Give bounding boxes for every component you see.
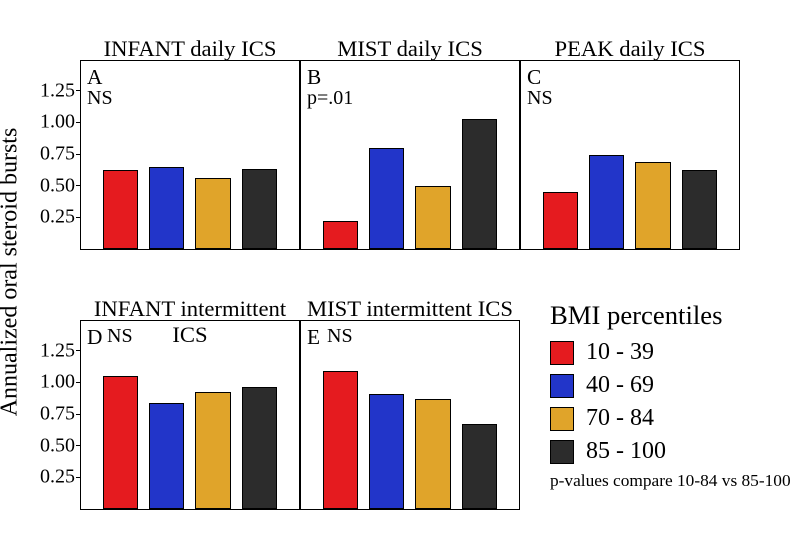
ytick-mark bbox=[76, 90, 81, 91]
bar bbox=[103, 376, 138, 509]
panel-title: MIST intermittent ICS bbox=[300, 296, 520, 322]
ytick-label: 1.25 bbox=[40, 339, 75, 362]
bar bbox=[415, 399, 450, 509]
ytick-label: 1.00 bbox=[40, 111, 75, 134]
ytick-mark bbox=[76, 382, 81, 383]
legend-swatch bbox=[550, 440, 574, 464]
bar bbox=[369, 394, 404, 509]
bar bbox=[103, 170, 138, 249]
ytick-mark bbox=[76, 122, 81, 123]
legend-swatch bbox=[550, 374, 574, 398]
bar bbox=[323, 371, 358, 509]
legend-label: 70 - 84 bbox=[586, 405, 654, 432]
ytick-mark bbox=[76, 154, 81, 155]
ytick-mark bbox=[76, 445, 81, 446]
panel-title: PEAK daily ICS bbox=[520, 36, 740, 62]
ytick-label: 1.25 bbox=[40, 79, 75, 102]
legend-item: 70 - 84 bbox=[550, 405, 791, 432]
panel-significance-note: NS bbox=[87, 87, 113, 110]
bar bbox=[323, 221, 358, 249]
bar bbox=[635, 162, 670, 249]
bar bbox=[543, 192, 578, 249]
ytick-mark bbox=[76, 217, 81, 218]
bar bbox=[242, 169, 277, 249]
ytick-mark bbox=[76, 350, 81, 351]
bar bbox=[369, 148, 404, 249]
legend-item: 85 - 100 bbox=[550, 438, 791, 465]
panel-significance-note: NS bbox=[107, 325, 133, 348]
chart-panel: ANS0.250.500.751.001.25 bbox=[80, 60, 300, 250]
y-axis-label: Annualized oral steroid bursts bbox=[0, 128, 24, 417]
legend: BMI percentiles 10 - 39 40 - 69 70 - 84 85 -… bbox=[550, 300, 791, 491]
bar bbox=[589, 155, 624, 249]
panel-significance-note: p=.01 bbox=[307, 87, 353, 110]
ytick-label: 0.75 bbox=[40, 143, 75, 166]
chart-panel: Bp=.01 bbox=[300, 60, 520, 250]
panel-letter: E bbox=[307, 325, 320, 350]
ytick-mark bbox=[76, 414, 81, 415]
legend-item: 10 - 39 bbox=[550, 339, 791, 366]
ytick-label: 0.25 bbox=[40, 466, 75, 489]
bar bbox=[682, 170, 717, 249]
ytick-label: 0.25 bbox=[40, 206, 75, 229]
bar bbox=[149, 167, 184, 249]
panel-letter: D bbox=[87, 325, 102, 350]
panel-significance-note: NS bbox=[527, 87, 553, 110]
ytick-label: 0.75 bbox=[40, 403, 75, 426]
legend-label: 10 - 39 bbox=[586, 339, 654, 366]
legend-swatch bbox=[550, 407, 574, 431]
figure-root: Annualized oral steroid bursts INFANT da… bbox=[0, 0, 800, 544]
bar bbox=[462, 119, 497, 249]
ytick-label: 0.50 bbox=[40, 174, 75, 197]
bar bbox=[462, 424, 497, 509]
panel-significance-note: NS bbox=[327, 325, 353, 348]
legend-label: 85 - 100 bbox=[586, 438, 666, 465]
bar bbox=[415, 186, 450, 249]
chart-panel: DNS0.250.500.751.001.25 bbox=[80, 320, 300, 510]
legend-title: BMI percentiles bbox=[550, 300, 791, 331]
ytick-mark bbox=[76, 185, 81, 186]
bar bbox=[195, 392, 230, 509]
legend-label: 40 - 69 bbox=[586, 372, 654, 399]
bar bbox=[195, 178, 230, 249]
panel-title: MIST daily ICS bbox=[300, 36, 520, 62]
ytick-mark bbox=[76, 477, 81, 478]
ytick-label: 1.00 bbox=[40, 371, 75, 394]
ytick-label: 0.50 bbox=[40, 434, 75, 457]
chart-panel: CNS bbox=[520, 60, 740, 250]
bar bbox=[149, 403, 184, 509]
chart-panel: E NS bbox=[300, 320, 520, 510]
legend-item: 40 - 69 bbox=[550, 372, 791, 399]
panel-title: INFANT daily ICS bbox=[80, 36, 300, 62]
legend-note: p-values compare 10-84 vs 85-100 bbox=[550, 471, 791, 491]
bar bbox=[242, 387, 277, 509]
legend-swatch bbox=[550, 341, 574, 365]
